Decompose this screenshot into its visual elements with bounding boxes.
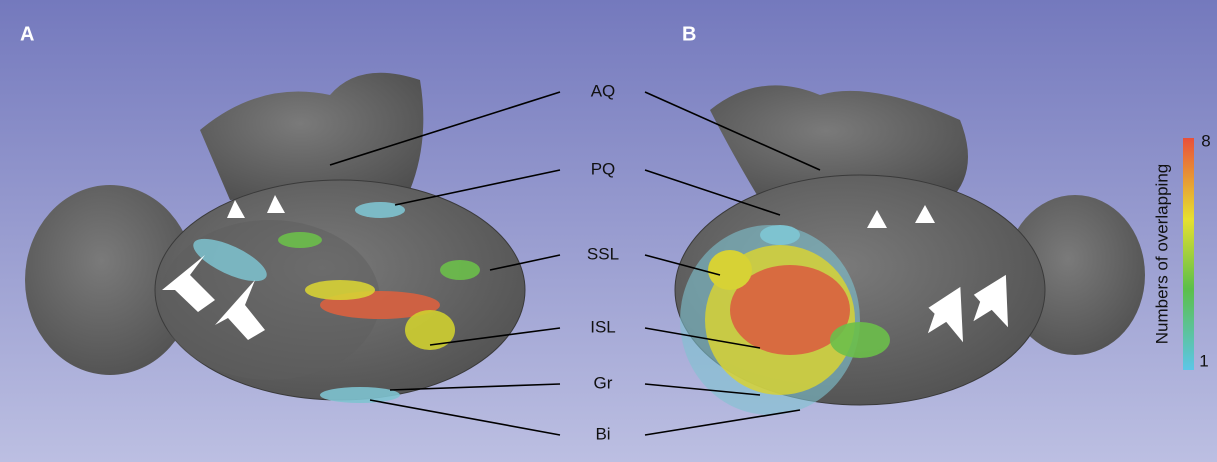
brain-b (674, 85, 1145, 415)
panel-label: B (682, 23, 696, 45)
leader-lines (329, 91, 821, 436)
colorbar-title: Numbers of overlapping (1152, 164, 1171, 344)
structure-label: Bi (595, 424, 610, 443)
panel-label: A (20, 23, 34, 45)
structure-label: SSL (587, 244, 619, 263)
colorbar-max: 8 (1201, 131, 1210, 150)
colorbar (1183, 138, 1194, 370)
structure-label: Gr (594, 373, 613, 392)
structure-label: PQ (591, 159, 616, 178)
structure-label: AQ (591, 81, 616, 100)
colorbar-min: 1 (1199, 351, 1208, 370)
brain-a (25, 72, 526, 403)
structure-label: ISL (590, 317, 616, 336)
